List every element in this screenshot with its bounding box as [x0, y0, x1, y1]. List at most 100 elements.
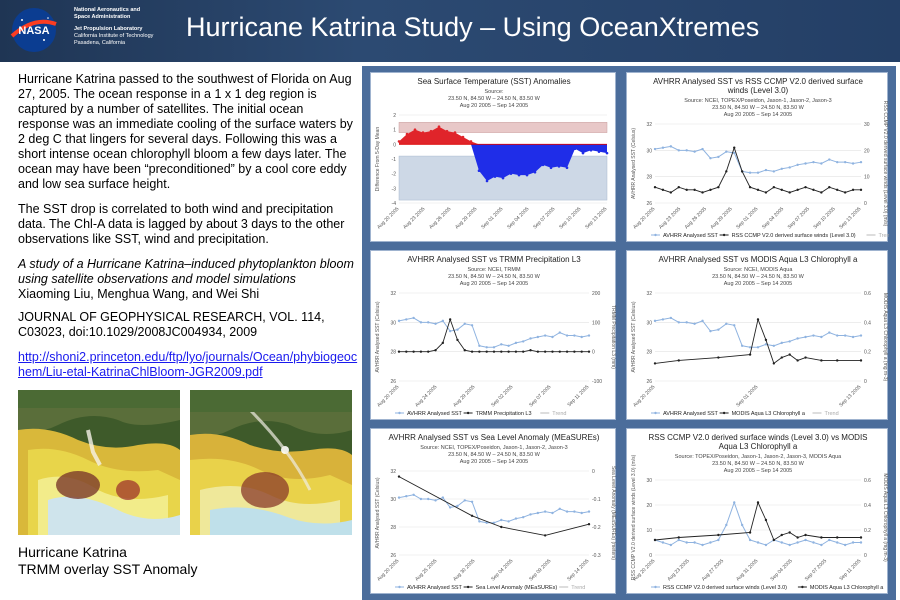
anomaly-point: [517, 173, 521, 177]
anomaly-point: [501, 176, 505, 180]
reference-link[interactable]: http://shoni2.princeton.edu/ftp/lyo/jour…: [18, 350, 358, 379]
series-point-2: [587, 523, 591, 526]
series-point-2: [693, 188, 696, 192]
body-text: Hurricane Katrina passed to the southwes…: [18, 72, 358, 390]
chart-dates: Aug 20 2005 – Sep 14 2005: [460, 103, 529, 109]
x-tick-label: Sep 04 2005: [506, 206, 530, 230]
y2-tick-label: 0: [592, 350, 595, 356]
series-point-1: [580, 335, 583, 339]
x-tick-label: Sep 04 2005: [769, 558, 793, 582]
series-point-1: [828, 538, 831, 542]
series-point-1: [725, 523, 728, 527]
series-point-2: [717, 356, 720, 359]
x-tick-label: Aug 26 2005: [684, 206, 708, 230]
series-point-2: [859, 188, 863, 192]
anomaly-point: [453, 131, 457, 134]
chart-region: 23.50 N, 84.50 W – 24.50 N, 83.50 W: [448, 452, 541, 458]
series-point-1: [522, 340, 525, 343]
series-point-2: [500, 525, 503, 529]
legend-marker-2: [722, 411, 726, 415]
x-tick-label: Sep 07 2005: [804, 558, 828, 582]
series-point-1: [500, 343, 503, 346]
x-tick-label: Sep 13 2005: [838, 206, 862, 230]
x-tick-label: Sep 10 2005: [812, 206, 836, 230]
legend-label-1: RSS CCMP V2.0 derived surface winds (Lev…: [663, 585, 787, 591]
anomaly-point: [405, 132, 409, 136]
chart-region: 23.50 N, 84.50 W – 24.50 N, 83.50 W: [448, 274, 541, 280]
series-point-2: [677, 186, 680, 189]
anomaly-point: [605, 151, 609, 155]
legend-label-2: RSS CCMP V2.0 derived surface winds (Lev…: [732, 233, 856, 239]
series-point-2: [796, 536, 799, 539]
x-tick-label: Aug 20 2005: [376, 384, 400, 408]
series-point-1: [448, 506, 452, 509]
series-point-1: [764, 343, 768, 346]
series-point-2: [543, 534, 547, 537]
series-point-2: [780, 356, 783, 359]
series-point-1: [693, 541, 696, 544]
series-point-2: [558, 350, 561, 353]
series-point-2: [788, 191, 791, 194]
anomaly-point: [565, 166, 569, 170]
series-point-1: [573, 334, 576, 337]
positive-anomaly-area: [399, 126, 607, 145]
series-point-1: [701, 319, 704, 323]
series-point-2: [772, 538, 776, 542]
y-axis-label: AVHRR Analysed SST (Celsius): [375, 477, 381, 548]
x-tick-label: Sep 10 2005: [558, 206, 582, 230]
paragraph-1: Hurricane Katrina passed to the southwes…: [18, 72, 353, 191]
series-point-2: [788, 531, 791, 534]
series-point-1: [514, 517, 518, 520]
series-point-2: [580, 350, 583, 353]
series-point-2: [804, 356, 807, 359]
series-point-1: [492, 346, 496, 349]
series-point-1: [788, 340, 791, 343]
y2-tick-label: -0.1: [592, 497, 601, 503]
series-point-1: [709, 329, 712, 333]
series-point-1: [836, 160, 839, 164]
y-tick-label: -3: [392, 186, 397, 192]
series-point-1: [709, 157, 712, 160]
series-point-1: [397, 496, 401, 499]
agency-block: National Aeronautics and Space Administr…: [74, 7, 153, 47]
chart-card-6: RSS CCMP V2.0 derived surface winds (Lev…: [626, 428, 888, 594]
y2-axis-label: MODIS Aqua L3 Chlorophyll a (mg m-3): [882, 473, 888, 562]
anomaly-point: [557, 165, 561, 168]
series-point-1: [796, 541, 799, 544]
series-point-1: [551, 511, 554, 515]
series-point-1: [492, 521, 496, 524]
y-tick-label: 32: [646, 122, 652, 128]
series-point-2: [733, 146, 736, 149]
series-point-2: [756, 318, 760, 321]
series-point-1: [788, 166, 791, 169]
y-axis-label: AVHRR Analysed SST (Celsius): [375, 301, 381, 372]
y2-axis-label: RSS CCMP V2.0 derived surface winds (Lev…: [882, 101, 888, 227]
y-tick-label: -1: [392, 157, 397, 163]
series-point-1: [748, 346, 752, 349]
y2-tick-label: 0.4: [864, 320, 871, 326]
chart-title: AVHRR Analysed SST vs Sea Level Anomaly …: [389, 433, 600, 442]
series-point-1: [820, 335, 823, 339]
series-point-1: [500, 518, 503, 522]
reference-journal: JOURNAL OF GEOPHYSICAL RESEARCH, VOL. 11…: [18, 310, 325, 339]
series-point-1: [701, 543, 704, 547]
series-point-2: [764, 518, 768, 522]
chart-svg-6: RSS CCMP V2.0 derived surface winds (Lev…: [631, 433, 888, 591]
series-point-1: [820, 162, 823, 165]
series-point-1: [669, 316, 673, 320]
katrina-satellite-image-2: [190, 390, 352, 535]
series-point-1: [441, 496, 445, 499]
y2-tick-label: 0: [864, 379, 867, 385]
series-point-1: [828, 331, 831, 334]
series-point-1: [685, 541, 688, 544]
series-point-1: [507, 344, 510, 347]
y2-tick-label: 0: [864, 201, 867, 207]
series-point-2: [587, 350, 591, 353]
series-point-1: [709, 541, 712, 544]
series-point-2: [677, 536, 680, 539]
y-axis-label: RSS CCMP V2.0 derived surface winds (Lev…: [631, 454, 637, 580]
y-tick-label: 0: [393, 142, 396, 148]
chart-svg-4: AVHRR Analysed SST vs MODIS Aqua L3 Chlo…: [631, 255, 888, 417]
x-tick-label: Aug 20 2005: [632, 206, 656, 230]
y2-tick-label: 0.2: [864, 350, 871, 356]
